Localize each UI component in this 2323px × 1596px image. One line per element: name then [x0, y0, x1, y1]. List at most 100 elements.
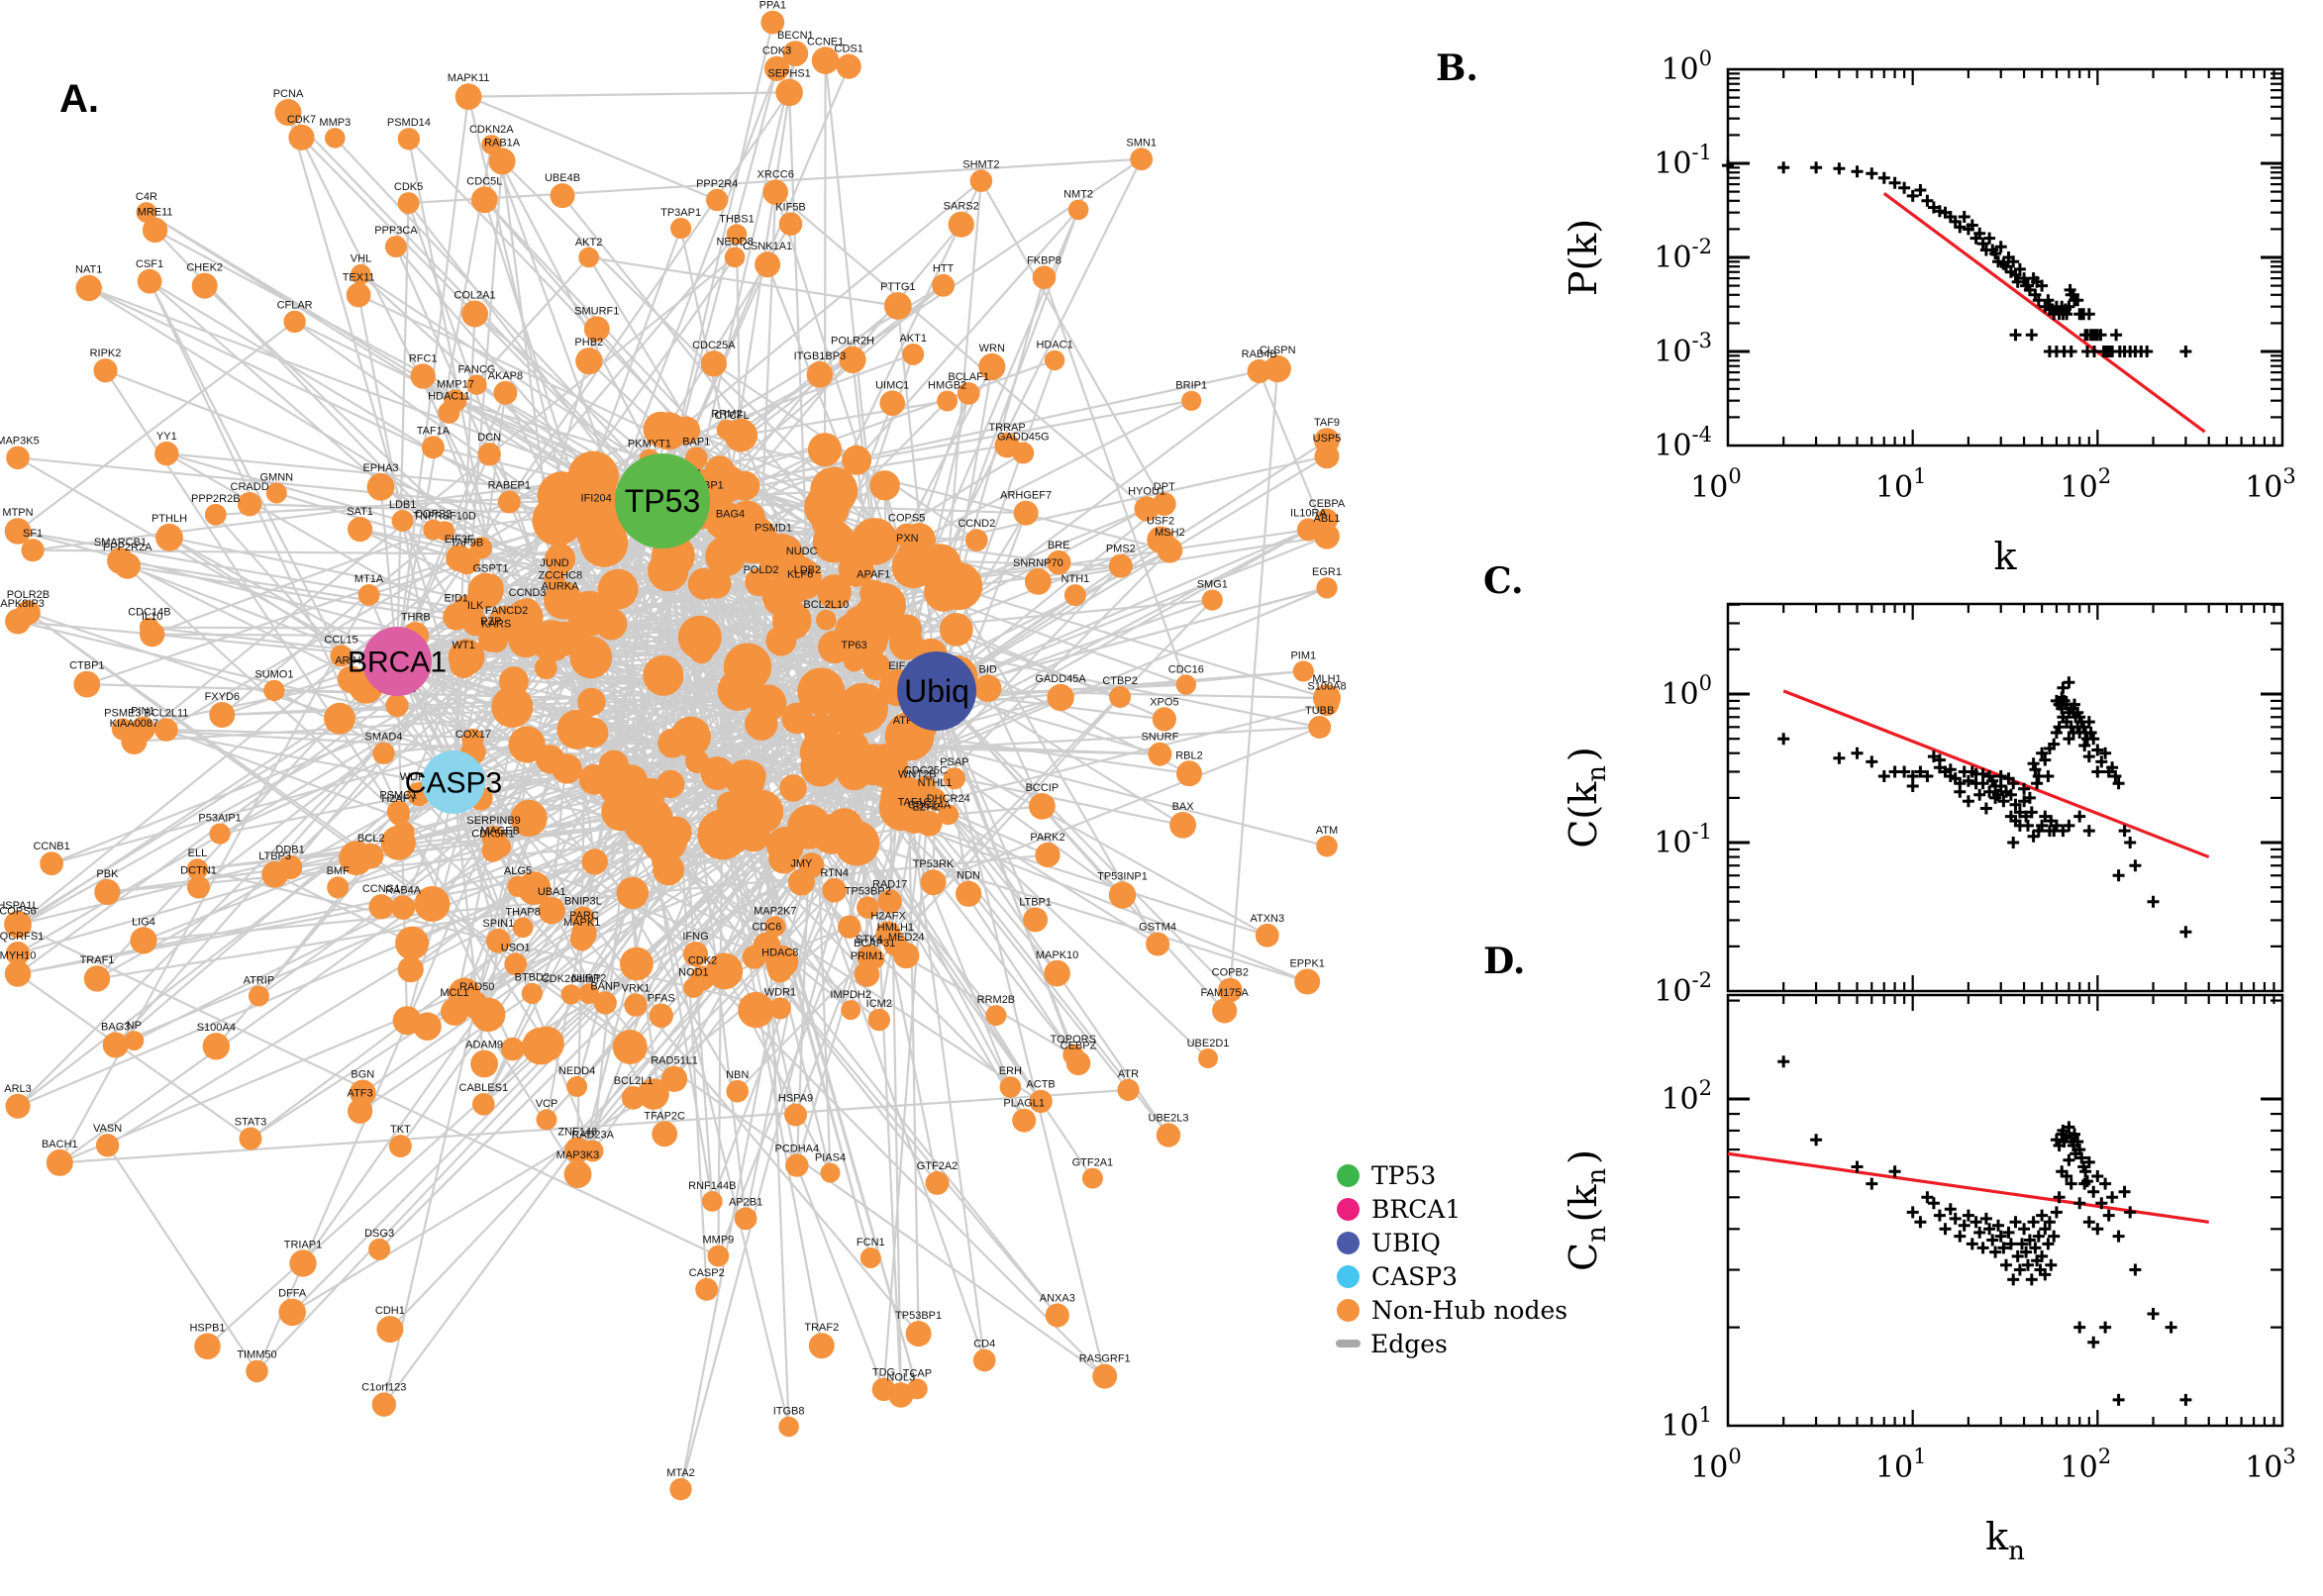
- network-node: [1198, 1048, 1218, 1068]
- node-label: MLH1: [1312, 673, 1341, 685]
- network-node: [388, 1135, 412, 1158]
- x-tick-label: 100: [1690, 464, 1742, 505]
- network-node: [95, 1134, 120, 1157]
- network-node: [812, 520, 856, 563]
- node-label: BNIP3L: [564, 896, 602, 908]
- network-node: [943, 767, 966, 790]
- network-node: [1169, 812, 1196, 839]
- network-node: [155, 523, 183, 551]
- node-label: GSPT1: [473, 563, 509, 575]
- y-tick-label: 102: [1661, 1076, 1712, 1117]
- node-label: NTHL1: [918, 777, 953, 789]
- node-label: KARS: [481, 618, 511, 630]
- network-node: [1316, 577, 1338, 599]
- network-node: [939, 613, 973, 647]
- network-node: [1157, 537, 1183, 563]
- network-node: [701, 1191, 723, 1212]
- node-label: CDC14B: [128, 607, 170, 619]
- x-axis-label: k: [1993, 535, 2017, 574]
- network-node: [638, 1078, 669, 1110]
- node-label: THRB: [401, 611, 431, 623]
- node-label: SF1: [23, 528, 43, 540]
- node-label: PSMD14: [387, 117, 431, 129]
- node-label: RBL2: [1175, 749, 1203, 761]
- node-label: CDK7: [287, 114, 316, 126]
- network-edge: [936, 535, 1328, 693]
- network-node: [278, 1298, 307, 1327]
- network-edge: [936, 454, 1328, 692]
- network-node: [368, 894, 394, 920]
- network-edge: [788, 92, 832, 1173]
- node-label: PPP3CA: [374, 225, 418, 237]
- network-edge: [152, 352, 914, 636]
- node-label: MT1A: [354, 573, 384, 585]
- network-node: [351, 263, 371, 285]
- node-label: ELL: [188, 848, 208, 859]
- network-node: [288, 124, 315, 150]
- network-node: [888, 1382, 914, 1408]
- node-label: MYH10: [0, 949, 36, 961]
- network-node: [745, 707, 778, 741]
- network-node-labels: TP53RK KIAA0087 THAP8 CDC14B DSG3 NTHL1 VRK1 CE…: [0, 0, 1347, 1479]
- node-label: FKBP8: [1027, 254, 1061, 266]
- network-node: [461, 300, 488, 328]
- node-label: ATF3: [348, 1088, 373, 1100]
- network-node: [670, 218, 692, 240]
- node-label: STAT3: [235, 1117, 267, 1129]
- node-label: TIMM50: [237, 1349, 276, 1361]
- node-label: NMT2: [1063, 189, 1093, 201]
- network-node: [556, 709, 597, 749]
- legend-item-tp53: TP53: [1337, 1158, 1545, 1192]
- node-label: BCCIP: [1026, 782, 1060, 794]
- network-node: [111, 718, 134, 741]
- node-label: WNT2B: [898, 769, 937, 781]
- network-node: [102, 1032, 129, 1058]
- node-label: WDR1: [764, 986, 796, 998]
- network-node: [778, 1416, 799, 1438]
- y-tick-label: 101: [1661, 1403, 1712, 1444]
- node-label: CCND3: [509, 587, 547, 599]
- network-node: [488, 148, 516, 175]
- node-label: PCDHA4: [774, 1143, 819, 1154]
- network-node: [21, 539, 45, 562]
- node-label: DSG3: [364, 1228, 394, 1240]
- network-node: [763, 55, 790, 81]
- node-label: SMAD4: [365, 732, 403, 744]
- node-label: TOPORS: [1051, 1034, 1096, 1046]
- legend-label: BRCA1: [1371, 1194, 1462, 1224]
- clustering-coefficient-chart: 100 10-1 10-2 C(kn ): [1562, 602, 2284, 1009]
- network-node: [695, 1277, 719, 1301]
- network-node: [550, 183, 575, 209]
- network-node: [725, 759, 765, 800]
- network-node: [397, 192, 420, 215]
- node-label: ATM: [1316, 825, 1338, 837]
- node-label: IL10RA: [1290, 507, 1327, 519]
- node-label: PSAP: [940, 756, 968, 768]
- node-label: STK4: [856, 934, 883, 946]
- node-label: RAD50: [459, 981, 494, 993]
- network-node: [863, 948, 885, 969]
- network-node: [579, 519, 629, 567]
- node-label: CTCFL: [714, 410, 749, 422]
- network-node: [836, 53, 861, 79]
- network-edge: [908, 735, 1037, 921]
- node-label: ADAM9: [465, 1040, 503, 1051]
- node-label: VHL: [351, 253, 371, 265]
- network-node: [869, 470, 900, 501]
- network-node: [83, 965, 111, 992]
- node-label: MMP3: [319, 117, 351, 129]
- network-node: [327, 876, 350, 899]
- network-node: [73, 670, 101, 698]
- network-node: [985, 1005, 1007, 1027]
- network-node: [597, 768, 634, 804]
- node-label: SMN1: [1126, 137, 1157, 149]
- network-node: [706, 188, 729, 212]
- network-node: [706, 952, 744, 990]
- network-edge: [659, 428, 908, 538]
- network-node: [789, 556, 815, 581]
- node-label: RIPK2: [90, 348, 122, 359]
- node-label: YY1: [156, 431, 177, 443]
- node-label: ALG5: [504, 865, 532, 877]
- node-label: AKT2: [575, 237, 603, 249]
- network-edge: [631, 779, 1059, 1317]
